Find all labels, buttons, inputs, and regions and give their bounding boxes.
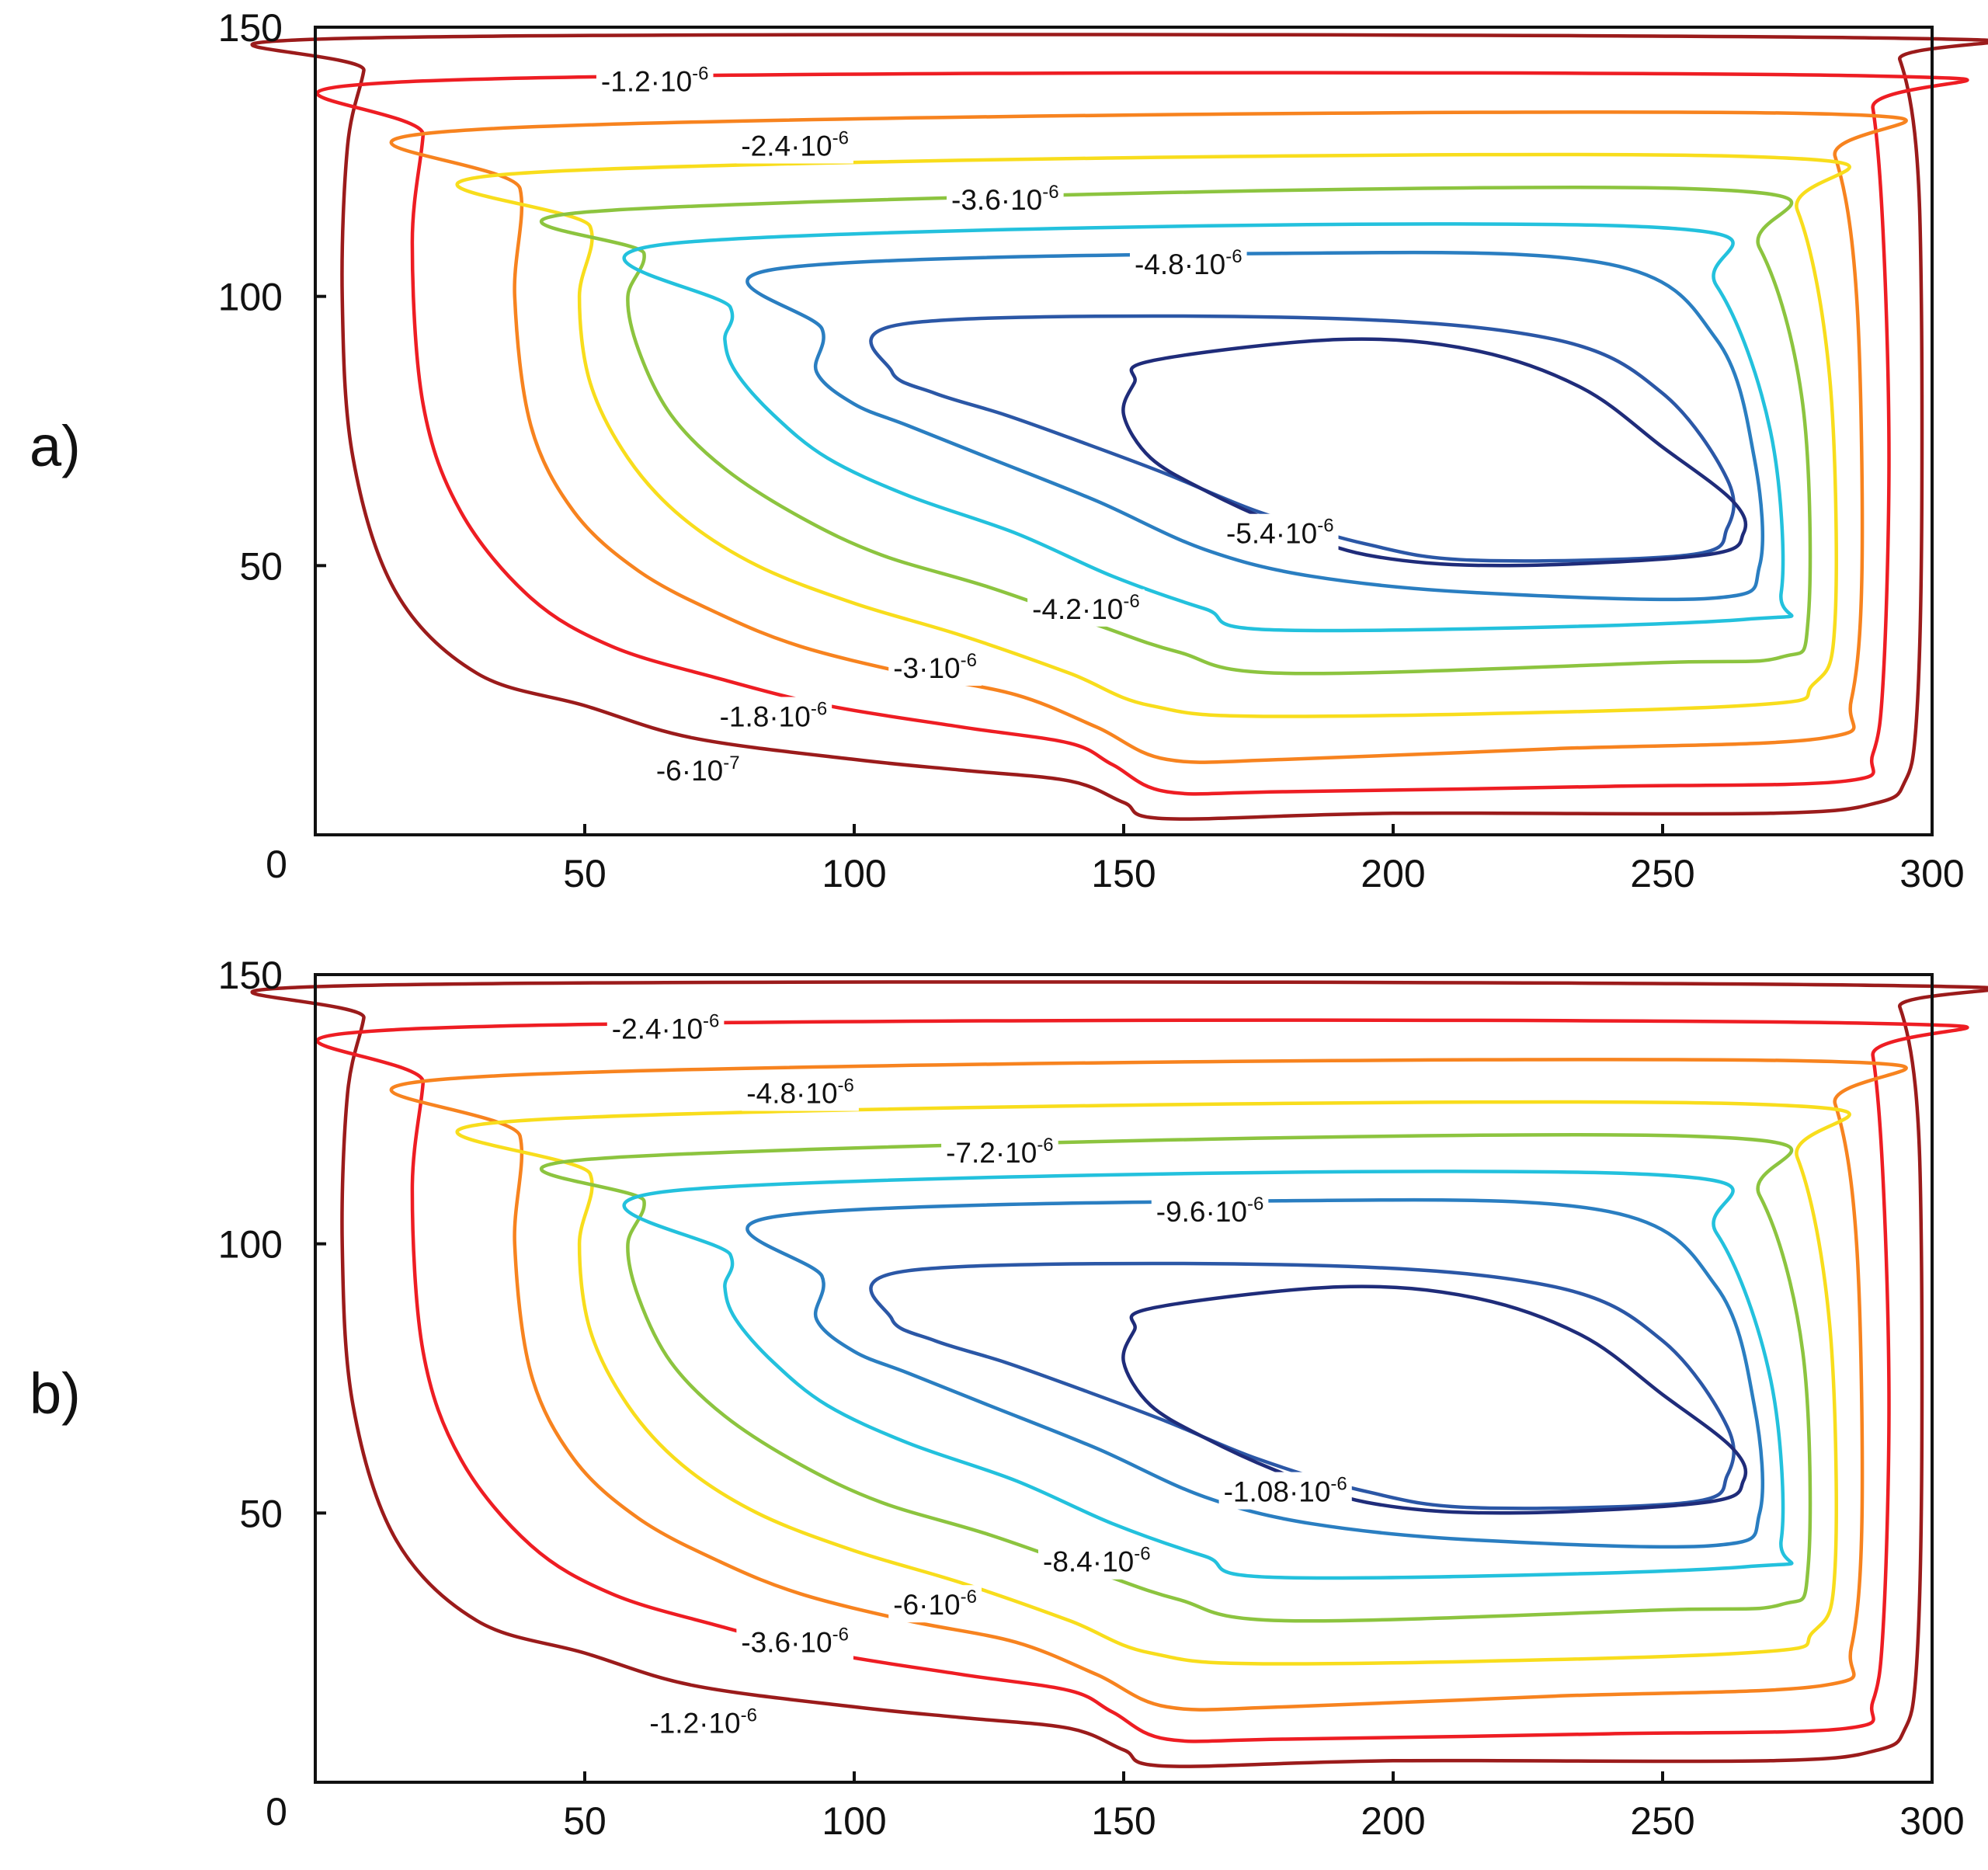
contour-label-backing: [651, 750, 745, 788]
x-tick-label: 150: [1091, 852, 1156, 895]
contour-label-backing: [742, 1073, 859, 1111]
contour-line: [455, 152, 1851, 718]
panel-a: a) -6·10-7 -1.2·10-6 -1.8·10-6 -2.4·10-6 -3·1…: [30, 6, 1988, 895]
contour-line: [539, 186, 1812, 676]
contour-label: -3.6·10-6: [951, 182, 1059, 216]
contour-label: -6·10-7: [656, 753, 740, 787]
contour-line: [455, 1100, 1851, 1666]
contour-line: [746, 250, 1765, 602]
contour-label: -1.08·10-6: [1224, 1474, 1347, 1508]
contour-label-backing: [1129, 245, 1247, 283]
x-tick-label: 300: [1899, 852, 1964, 895]
panel-b: b) -1.2·10-6 -2.4·10-6 -3.6·10-6 -4.8·10-6 -6…: [30, 954, 1988, 1843]
contour-line: [315, 71, 1969, 796]
contour-label-backing: [888, 1585, 982, 1623]
contour-label-backing: [606, 1009, 725, 1047]
contour-label: -7.2·10-6: [946, 1135, 1054, 1169]
contour-lines: [250, 980, 1988, 1768]
x-tick-label: 200: [1361, 852, 1425, 895]
contour-line: [869, 314, 1736, 563]
contour-label: -6·10-6: [893, 1587, 977, 1621]
contour-label-backing: [736, 1622, 853, 1660]
contour-label: -5.4·10-6: [1226, 516, 1334, 550]
contour-labels: -1.2·10-6 -2.4·10-6 -3.6·10-6 -4.8·10-6 -6·1…: [606, 1009, 1352, 1741]
x-tick-label: 250: [1630, 852, 1694, 895]
contour-labels: -6·10-7 -1.2·10-6 -1.8·10-6 -2.4·10-6 -3·10-…: [596, 61, 1339, 788]
y-axis: 50 100 150: [218, 954, 326, 1535]
contour-line: [622, 1170, 1794, 1580]
contour-line: [250, 980, 1988, 1768]
plot-frame: [314, 26, 1934, 836]
contour-label: -1.2·10-6: [649, 1705, 757, 1740]
plot-frame: [314, 973, 1934, 1784]
y-tick-label: 150: [218, 6, 283, 50]
contour-label-backing: [645, 1703, 762, 1741]
contour-line: [389, 110, 1908, 764]
origin-label: 0: [266, 843, 287, 886]
y-axis: 50 100 150: [218, 6, 326, 588]
x-tick-label: 100: [822, 1799, 886, 1843]
contour-label-backing: [1221, 513, 1339, 551]
y-tick-label: 50: [239, 1492, 283, 1535]
contour-line: [1121, 1284, 1748, 1515]
contour-line: [539, 1133, 1812, 1623]
contour-label: -4.2·10-6: [1032, 591, 1140, 625]
y-tick-label: 100: [218, 276, 283, 319]
contour-label: -2.4·10-6: [741, 128, 849, 162]
y-tick-label: 50: [239, 544, 283, 588]
contour-label: -3.6·10-6: [741, 1625, 849, 1659]
contour-label-backing: [736, 126, 853, 164]
contour-line: [250, 33, 1988, 821]
contour-label-backing: [888, 648, 982, 686]
contour-label: -9.6·10-6: [1156, 1194, 1264, 1228]
contour-line: [869, 1261, 1736, 1510]
contour-label: -1.2·10-6: [601, 63, 709, 97]
x-tick-label: 100: [822, 852, 886, 895]
contour-label-backing: [1151, 1192, 1269, 1230]
x-tick-label: 50: [563, 1799, 606, 1843]
contour-lines: [250, 33, 1988, 821]
contour-label-backing: [1218, 1472, 1352, 1510]
contour-label-backing: [596, 61, 714, 99]
origin-label: 0: [266, 1790, 287, 1834]
contour-label-backing: [941, 1132, 1058, 1170]
x-tick-label: 50: [563, 852, 606, 895]
contour-label-backing: [1038, 1542, 1156, 1580]
contour-label: -2.4·10-6: [612, 1010, 720, 1044]
contour-label-backing: [1027, 589, 1145, 627]
contour-line: [746, 1197, 1765, 1549]
contour-label: -8.4·10-6: [1043, 1544, 1151, 1578]
x-axis: 50 100 150 200 250 300: [563, 1771, 1965, 1843]
x-tick-label: 300: [1899, 1799, 1964, 1843]
contour-line: [1121, 337, 1748, 568]
panel-label: a): [30, 414, 81, 478]
contour-label: -1.8·10-6: [720, 698, 828, 732]
x-tick-label: 250: [1630, 1799, 1694, 1843]
x-tick-label: 200: [1361, 1799, 1425, 1843]
contour-label: -4.8·10-6: [1135, 246, 1242, 280]
panel-label: b): [30, 1361, 81, 1426]
contour-line: [315, 1018, 1969, 1743]
contour-line: [622, 222, 1794, 633]
contour-label-backing: [714, 697, 832, 735]
contour-label: -4.8·10-6: [746, 1076, 854, 1110]
x-axis: 50 100 150 200 250 300: [563, 824, 1965, 895]
contour-label-backing: [947, 179, 1064, 217]
contour-line: [389, 1058, 1908, 1712]
y-tick-label: 100: [218, 1223, 283, 1267]
y-tick-label: 150: [218, 954, 283, 997]
contour-label: -3·10-6: [893, 650, 977, 684]
x-tick-label: 150: [1091, 1799, 1156, 1843]
